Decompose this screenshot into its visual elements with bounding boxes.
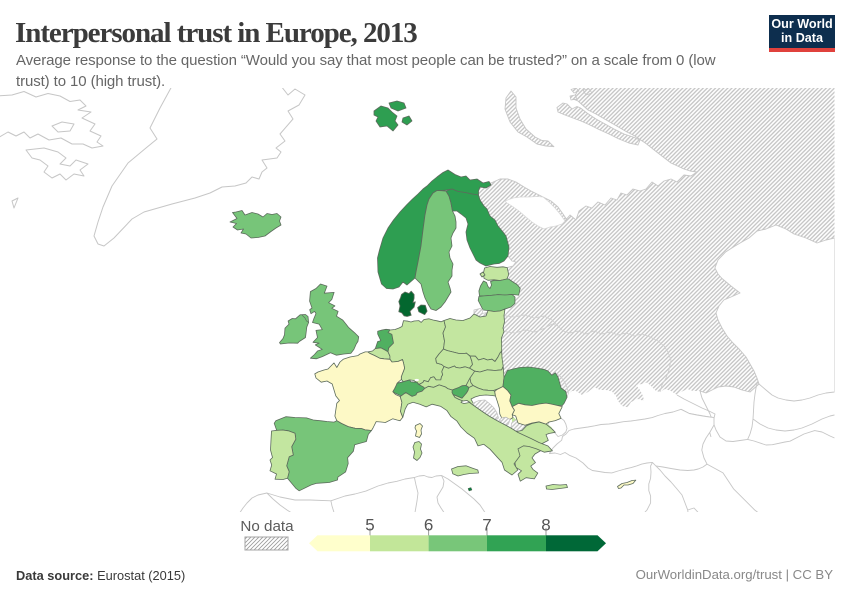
svg-text:5: 5: [365, 516, 374, 535]
svg-text:6: 6: [424, 516, 433, 535]
svg-text:7: 7: [482, 516, 491, 535]
svg-text:8: 8: [541, 516, 550, 535]
svg-text:No data: No data: [240, 518, 294, 535]
